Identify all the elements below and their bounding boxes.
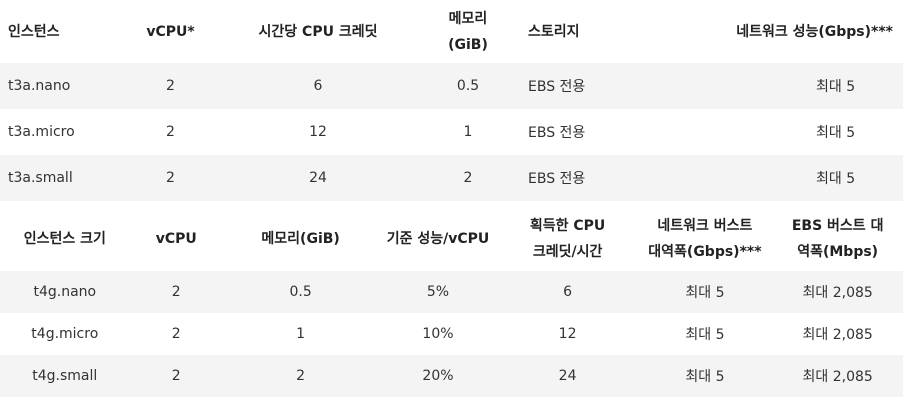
cell-baseline: 5%	[426, 284, 450, 300]
header-memory-line2: (GiB)	[448, 36, 488, 53]
cell-memory: 1	[296, 326, 306, 342]
cell-memory: 0.5	[289, 284, 312, 300]
t4g-instance-table: 인스턴스 크기 vCPU 메모리(GiB) 기준 성능/vCPU 획득한 CPU…	[0, 207, 903, 397]
cell-credits: 24	[309, 170, 327, 186]
header-earned-credits-line2: 크레딧/시간	[532, 244, 603, 260]
cell-earned-credits: 24	[558, 368, 577, 384]
header-ebs-burst: EBS 버스트 대 역폭(Mbps)	[772, 207, 903, 271]
t3a-instance-table: 인스턴스 vCPU* 시간당 CPU 크레딧 메모리 (GiB) 스토리지 네트…	[0, 0, 903, 201]
cell-earned-credits: 12	[558, 326, 577, 342]
cell-instance-size: t4g.micro	[31, 326, 99, 342]
cell-memory: 1	[463, 124, 473, 140]
cell-credits: 12	[309, 124, 327, 140]
header-network-burst-line1: 네트워크 버스트	[657, 218, 753, 234]
header-network: 네트워크 성능(Gbps)***	[736, 23, 893, 40]
cell-ebs-burst: 최대 2,085	[802, 285, 873, 301]
header-storage: 스토리지	[528, 23, 580, 40]
cell-baseline: 20%	[422, 368, 454, 384]
table-row: t3a.micro 2 12 1 EBS 전용 최대 5	[0, 109, 903, 155]
cell-vcpu: 2	[166, 78, 175, 94]
cell-vcpu: 2	[166, 124, 175, 140]
table-row: t3a.small 2 24 2 EBS 전용 최대 5	[0, 155, 903, 201]
cell-storage: EBS 전용	[528, 125, 586, 141]
cell-ebs-burst: 최대 2,085	[802, 327, 873, 343]
header-memory-line1: 메모리	[448, 10, 488, 27]
cell-storage: EBS 전용	[528, 171, 586, 187]
cell-ebs-burst: 최대 2,085	[802, 369, 873, 385]
cell-network-burst: 최대 5	[685, 285, 725, 301]
cell-memory: 0.5	[456, 78, 480, 94]
cell-memory: 2	[463, 170, 473, 186]
table-row: t4g.small 2 2 20% 24 최대 5 최대 2,085	[0, 355, 903, 397]
header-vcpu: vCPU	[155, 231, 197, 247]
cell-instance-size: t4g.small	[32, 368, 98, 384]
table-header-row: 인스턴스 vCPU* 시간당 CPU 크레딧 메모리 (GiB) 스토리지 네트…	[0, 0, 903, 63]
cell-instance: t3a.small	[8, 170, 73, 186]
header-instance: 인스턴스	[8, 23, 60, 40]
header-memory: 메모리 (GiB)	[418, 0, 518, 63]
header-baseline: 기준 성능/vCPU	[386, 231, 490, 247]
header-network-burst-line2: 대역폭(Gbps)***	[648, 244, 762, 260]
cell-credits: 6	[313, 78, 323, 94]
table-header-row: 인스턴스 크기 vCPU 메모리(GiB) 기준 성능/vCPU 획득한 CPU…	[0, 207, 903, 271]
cell-network: 최대 5	[816, 125, 856, 141]
header-earned-credits-line1: 획득한 CPU	[529, 218, 606, 234]
cell-instance-size: t4g.nano	[33, 284, 97, 300]
cell-vcpu: 2	[171, 368, 181, 384]
header-instance-size: 인스턴스 크기	[23, 231, 106, 247]
cell-storage: EBS 전용	[528, 79, 586, 95]
cell-instance: t3a.nano	[8, 78, 71, 94]
cell-network-burst: 최대 5	[685, 327, 725, 343]
cell-instance: t3a.micro	[8, 124, 75, 140]
table-row: t3a.nano 2 6 0.5 EBS 전용 최대 5	[0, 63, 903, 109]
cell-vcpu: 2	[166, 170, 175, 186]
header-cpu-credits: 시간당 CPU 크레딧	[258, 23, 378, 40]
cell-earned-credits: 6	[563, 284, 573, 300]
cell-network: 최대 5	[816, 79, 856, 95]
cell-vcpu: 2	[171, 326, 181, 342]
header-earned-credits: 획득한 CPU 크레딧/시간	[498, 207, 638, 271]
cell-memory: 2	[296, 368, 306, 384]
cell-vcpu: 2	[171, 284, 181, 300]
header-ebs-burst-line2: 역폭(Mbps)	[797, 244, 879, 260]
cell-network-burst: 최대 5	[685, 369, 725, 385]
header-memory: 메모리(GiB)	[261, 231, 340, 247]
cell-baseline: 10%	[422, 326, 454, 342]
header-vcpu: vCPU*	[146, 23, 195, 40]
header-network-burst: 네트워크 버스트 대역폭(Gbps)***	[638, 207, 773, 271]
table-row: t4g.nano 2 0.5 5% 6 최대 5 최대 2,085	[0, 271, 903, 313]
table-row: t4g.micro 2 1 10% 12 최대 5 최대 2,085	[0, 313, 903, 355]
cell-network: 최대 5	[816, 171, 856, 187]
header-ebs-burst-line1: EBS 버스트 대	[791, 218, 884, 234]
